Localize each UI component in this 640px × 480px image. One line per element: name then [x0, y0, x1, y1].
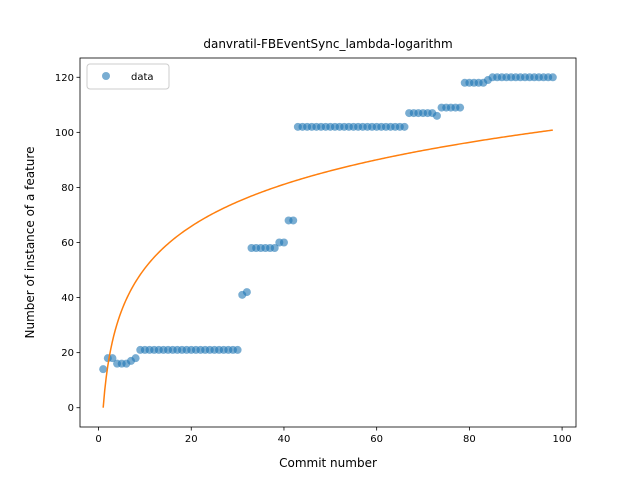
legend-box [86, 63, 170, 90]
x-tick-label: 0 [95, 434, 101, 445]
chart-title: danvratil-FBEventSync_lambda-logarithm [203, 37, 452, 51]
y-tick-label: 120 [55, 73, 74, 84]
data-point [242, 288, 251, 297]
plot-area [99, 73, 557, 408]
x-tick-label: 40 [278, 434, 291, 445]
y-tick-label: 0 [68, 403, 74, 414]
data-point [131, 354, 140, 363]
y-tick-label: 20 [61, 348, 74, 359]
x-tick-label: 100 [553, 434, 572, 445]
legend: data [86, 63, 170, 90]
y-axis-title: Number of instance of a feature [23, 147, 37, 339]
x-tick-label: 20 [185, 434, 198, 445]
data-point [99, 365, 108, 374]
data-point [108, 354, 117, 363]
x-tick-label: 80 [463, 434, 476, 445]
y-tick-label: 60 [61, 238, 74, 249]
y-tick-label: 40 [61, 293, 74, 304]
axes-frame [79, 57, 577, 428]
data-point [432, 111, 441, 120]
x-tick-label: 60 [370, 434, 383, 445]
data-point [289, 216, 298, 225]
data-point [270, 244, 279, 253]
fit-curve [102, 129, 553, 408]
y-tick-label: 80 [61, 183, 74, 194]
data-point [400, 122, 409, 131]
data-point [279, 238, 288, 247]
legend-label: data [131, 72, 154, 83]
tick-layer: 0 20 40 60 80 100 0 20 40 60 80 100 120 [55, 73, 572, 445]
data-point [456, 103, 465, 112]
data-point [548, 73, 557, 82]
x-axis-title: Commit number [279, 456, 377, 470]
legend-marker [102, 72, 110, 80]
data-point [233, 345, 242, 354]
y-tick-label: 100 [55, 128, 74, 139]
